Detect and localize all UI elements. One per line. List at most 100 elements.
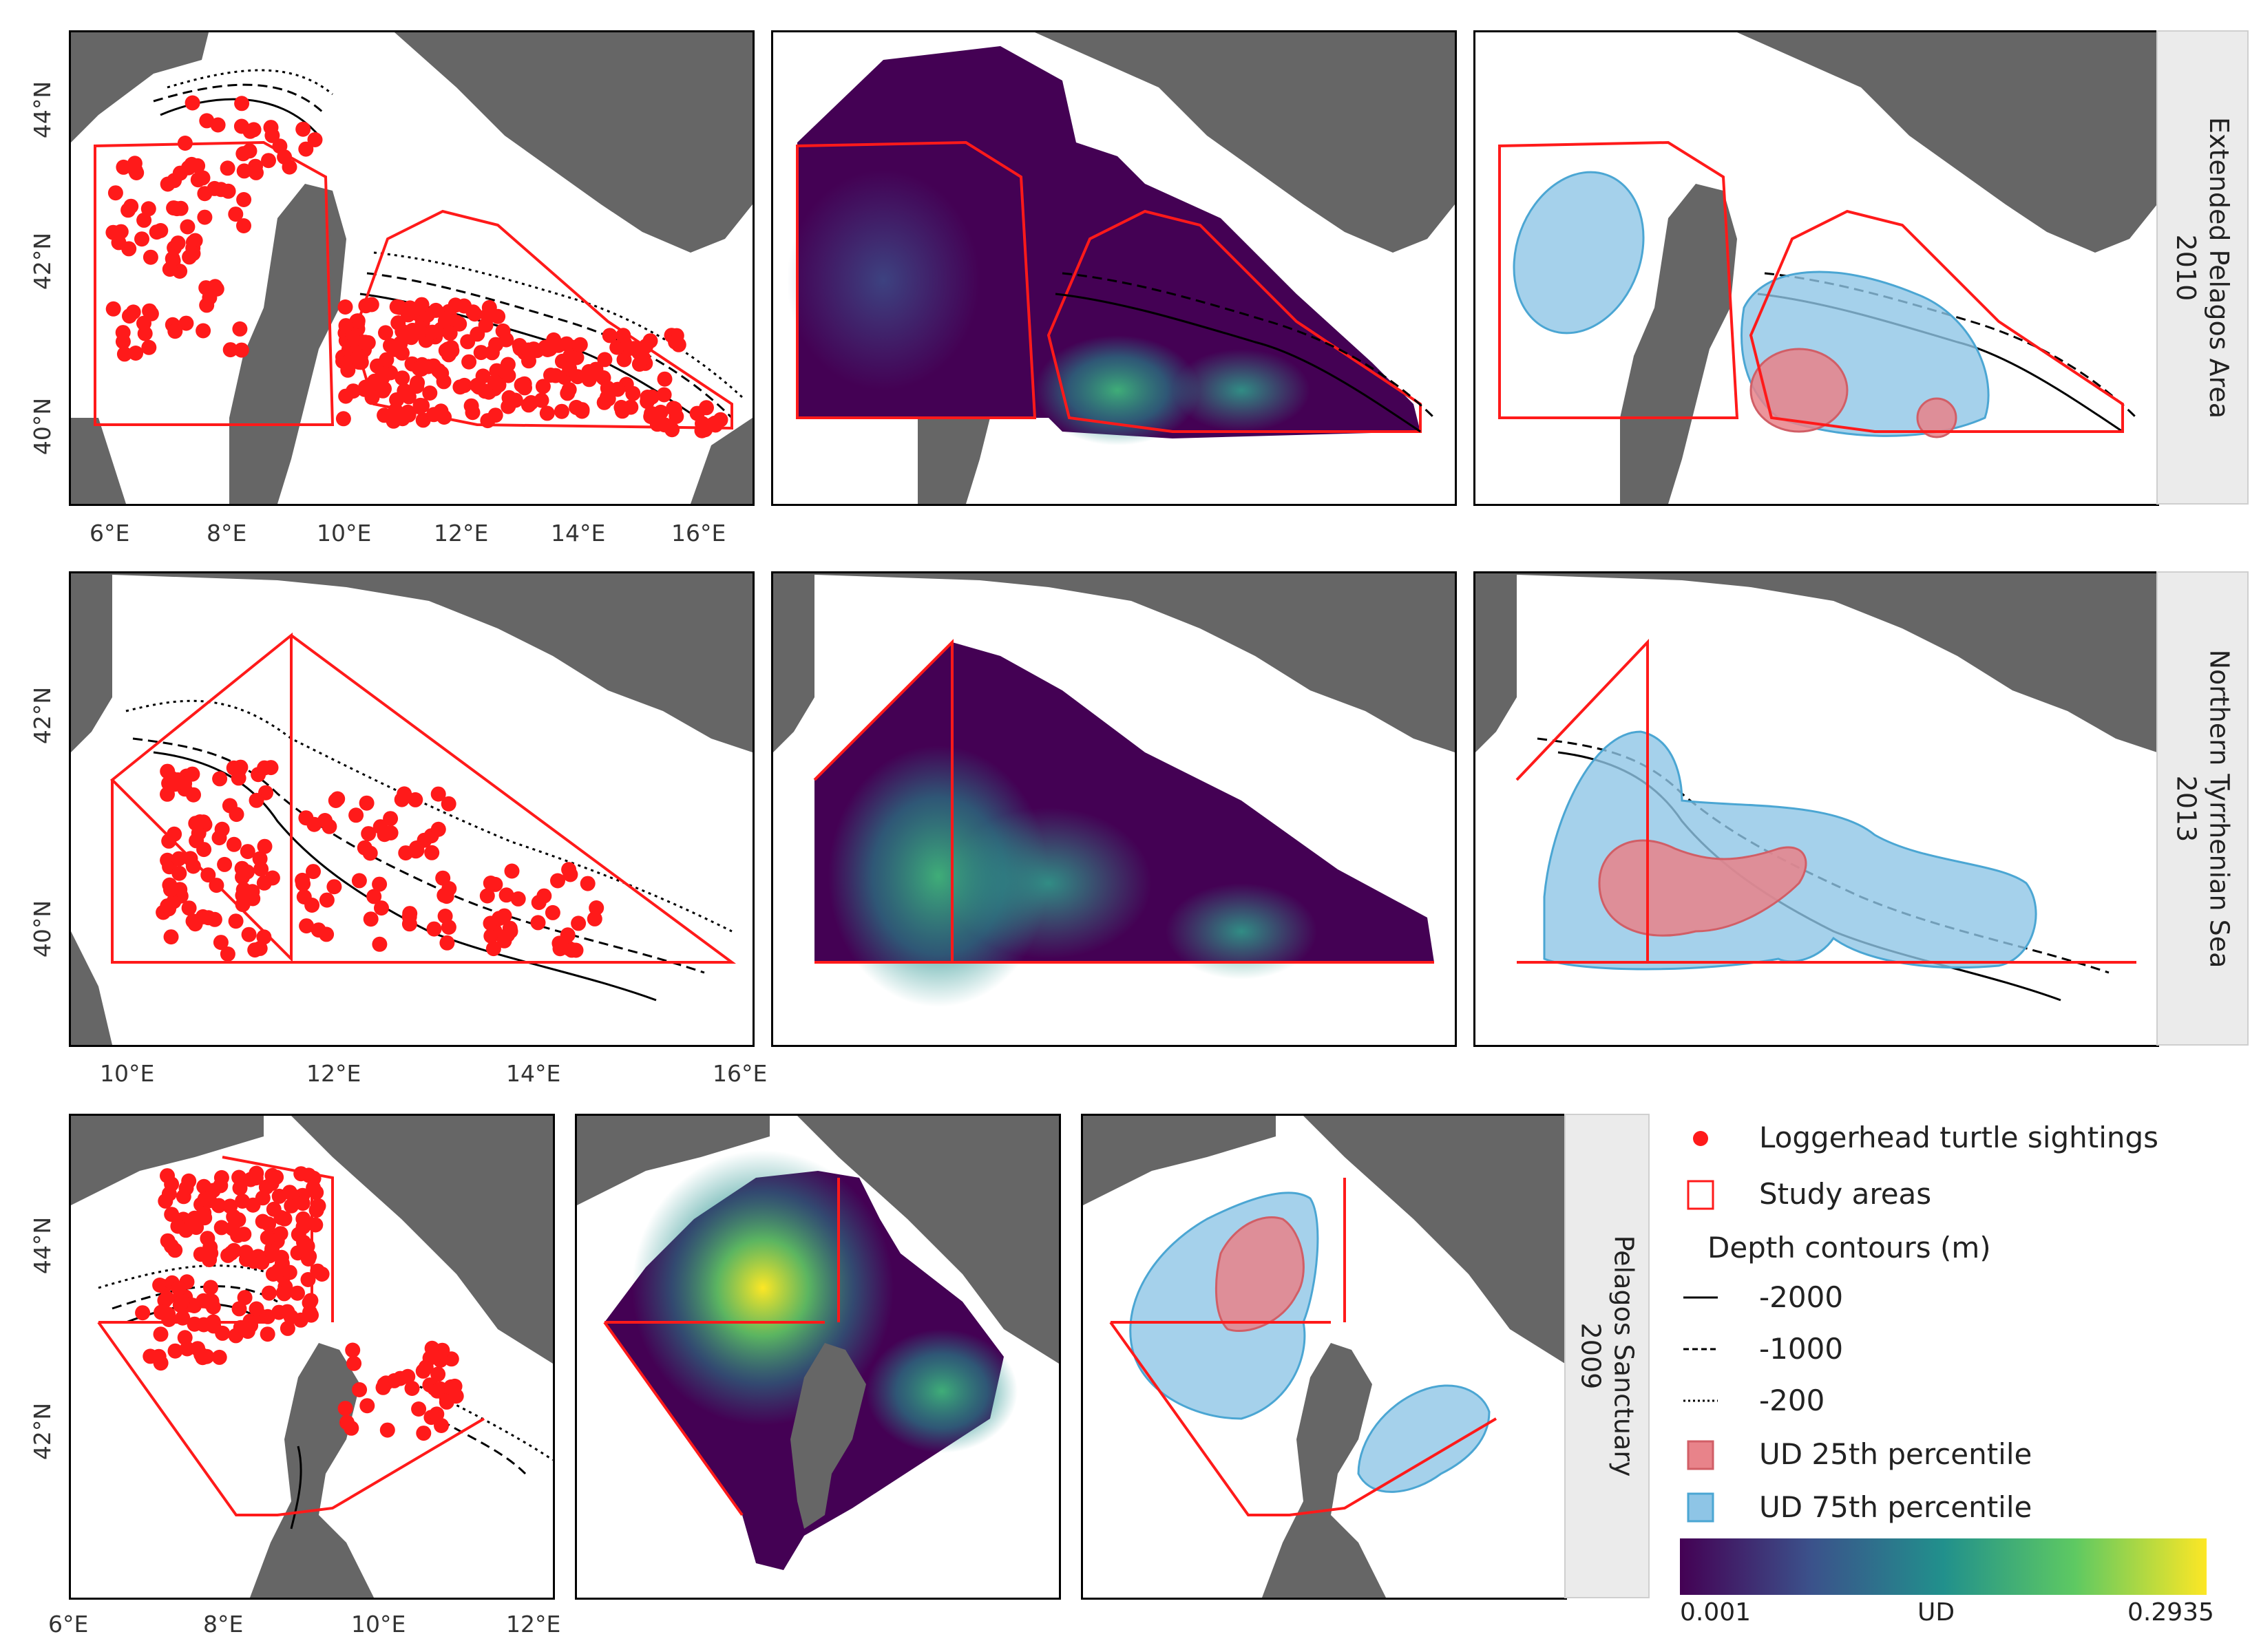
sighting-point [239,864,255,880]
sighting-point [261,1285,277,1301]
sighting-point [135,1305,151,1321]
sighting-point [299,1238,315,1254]
sighting-point [441,881,457,896]
sighting-point [105,301,121,317]
sighting-point [411,361,427,377]
sighting-point [517,380,532,396]
sighting-point [245,1197,261,1213]
sighting-point [302,1295,317,1311]
sighting-point [498,887,514,903]
sighting-point [243,1172,259,1187]
sighting-point [231,762,247,778]
sighting-point [217,856,233,872]
sighting-point [395,370,410,386]
sighting-point [613,399,629,415]
sighting-point [430,1383,445,1399]
sighting-point [143,1348,158,1364]
sighting-point [153,1326,169,1342]
sighting-point [444,343,460,359]
sighting-point [627,341,642,357]
map-r3-ud-svg [577,1116,1059,1570]
sighting-point [256,929,272,945]
sighting-point [115,334,131,350]
sighting-point [326,879,342,895]
sighting-point [203,1280,218,1295]
sighting-point [359,1398,375,1414]
sighting-point [600,381,616,396]
sighting-point [211,830,227,846]
x-tick: 8°E [207,520,247,547]
sighting-point [550,873,565,889]
sighting-point [383,825,399,840]
ud25-area [1916,397,1957,438]
sighting-point [170,1218,186,1234]
sighting-point [501,368,516,383]
sighting-point [299,918,315,934]
land-italy-mainland [1475,573,2157,752]
map-panel-r3-sightings [69,1114,555,1600]
sighting-point [190,1341,206,1357]
land-france [577,1116,770,1205]
x-tick: 10°E [317,520,372,547]
study-area-outline [603,1178,840,1516]
sighting-point [172,165,188,181]
sighting-point [460,334,476,350]
legend-ud25-key [1687,1440,1714,1470]
study-area-outline [110,632,737,964]
sighting-point [304,1307,319,1323]
sighting-point [136,315,151,331]
depth-200 [125,699,733,933]
x-tick: 6°E [48,1611,89,1638]
sighting-point [271,1304,287,1320]
sighting-point [430,821,446,837]
map-panel-r2-sightings [69,571,755,1047]
sighting-point [401,916,417,932]
sighting-point [415,1363,431,1379]
land-italy-mainland [797,1116,1059,1364]
sighting-point [424,324,440,340]
y-tick: 42°N [29,1402,56,1461]
sighting-point [411,1401,427,1417]
sighting-point [142,303,158,319]
depth-1000 [1062,272,1436,419]
sighting-point [404,1381,420,1396]
sighting-point [498,332,514,348]
sighting-point [160,763,176,779]
sighting-point [257,760,273,776]
sighting-point [306,864,321,880]
sighting-point [416,1426,432,1441]
sighting-point [571,915,587,931]
sighting-point [463,398,479,414]
land-sardinia-w [71,418,126,504]
sighting-point [374,900,389,916]
map-panel-r2-percentiles [1473,571,2159,1047]
sighting-point [231,1169,247,1185]
x-tick: 12°E [506,1611,561,1638]
sighting-point [171,1281,187,1296]
sighting-point [378,325,393,341]
sighting-point [242,143,257,159]
sighting-point [226,836,242,852]
sighting-point [338,318,354,334]
sighting-point [597,352,613,368]
sighting-point [213,1169,229,1185]
depth-1000 [132,737,705,974]
sighting-point [403,330,419,346]
sighting-point [162,882,178,898]
sighting-point [377,1377,392,1392]
sighting-point [185,246,201,262]
sighting-point [387,341,403,357]
sighting-point [426,407,441,423]
y-tick: 44°N [29,1216,56,1275]
sighting-point [430,1366,446,1382]
sighting-point [362,845,378,861]
sighting-point [357,335,373,350]
sighting-point [241,926,257,942]
sighting-point [175,1310,191,1326]
sighting-point [345,1342,361,1358]
sighting-point [200,1231,215,1247]
sighting-point [442,326,458,341]
sighting-point [642,333,658,349]
sighting-point [456,298,472,314]
colorbar-min: 0.001 [1680,1598,1752,1627]
